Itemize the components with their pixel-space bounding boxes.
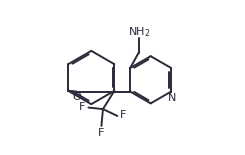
Text: NH$_2$: NH$_2$: [128, 26, 151, 39]
Text: F: F: [120, 110, 127, 120]
Text: N: N: [168, 93, 176, 103]
Text: O: O: [72, 92, 81, 102]
Text: F: F: [98, 128, 104, 138]
Text: F: F: [79, 102, 86, 112]
